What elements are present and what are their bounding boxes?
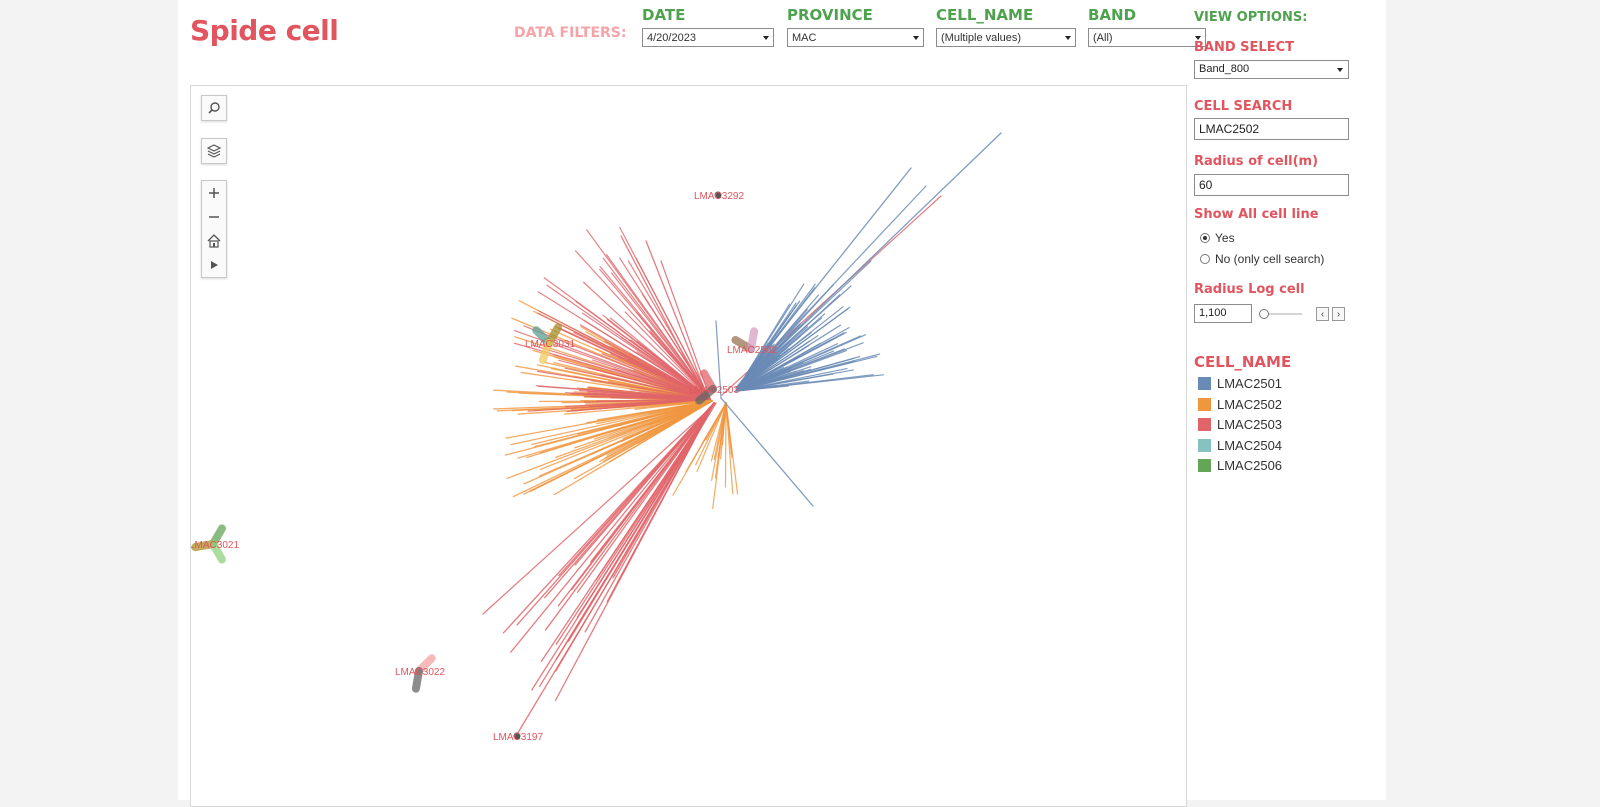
- cell-site-label[interactable]: LMAC3031: [525, 339, 575, 350]
- legend-item-lmac2501[interactable]: LMAC2501: [1198, 376, 1282, 391]
- page-title: Spide cell: [190, 14, 338, 47]
- cell-search-value: LMAC2502: [1199, 122, 1259, 136]
- province-dropdown[interactable]: MAC: [787, 28, 924, 47]
- legend-swatch: [1198, 377, 1211, 390]
- cell-site-label[interactable]: LMAC3292: [694, 191, 744, 202]
- radio-no-only-cell-search[interactable]: No (only cell search): [1200, 252, 1324, 266]
- cell-log-line: [725, 403, 726, 487]
- legend-item-lmac2506[interactable]: LMAC2506: [1198, 458, 1282, 473]
- pan-tool-button[interactable]: [202, 253, 226, 277]
- radius-of-cell-value: 60: [1199, 178, 1212, 192]
- radius-of-cell-label: Radius of cell(m): [1194, 154, 1318, 169]
- province-filter-label: PROVINCE: [787, 6, 924, 26]
- date-filter-label: DATE: [642, 6, 774, 26]
- province-dropdown-value: MAC: [792, 32, 816, 44]
- chevron-left-icon: ‹: [1321, 309, 1324, 320]
- legend-item-lmac2504[interactable]: LMAC2504: [1198, 438, 1282, 453]
- legend-swatch: [1198, 439, 1211, 452]
- legend-label: LMAC2502: [1217, 397, 1282, 412]
- chevron-down-icon: [1337, 68, 1343, 72]
- data-filters-label: DATA FILTERS:: [514, 25, 627, 41]
- radio-yes[interactable]: Yes: [1200, 231, 1235, 245]
- cell-site-label[interactable]: LMAC3197: [493, 732, 543, 743]
- map-search-button[interactable]: [201, 95, 227, 121]
- zoom-in-button[interactable]: [202, 181, 226, 205]
- province-filter: PROVINCE MAC: [787, 6, 924, 47]
- legend-item-lmac2503[interactable]: LMAC2503: [1198, 417, 1282, 432]
- cell-site-label[interactable]: LMAC2503: [689, 385, 739, 396]
- band-select-value: Band_800: [1199, 63, 1249, 75]
- radio-no-indicator[interactable]: [1200, 254, 1210, 264]
- radius-log-cell-value: 1,100: [1199, 307, 1227, 319]
- cell-site-label[interactable]: LMAC2502: [727, 345, 777, 356]
- radio-yes-label: Yes: [1215, 231, 1235, 245]
- layers-icon: [207, 144, 221, 158]
- radio-yes-indicator[interactable]: [1200, 233, 1210, 243]
- map-zoom-controls: [201, 180, 227, 278]
- map-layers-button[interactable]: [201, 138, 227, 164]
- legend-label: LMAC2503: [1217, 417, 1282, 432]
- chevron-down-icon: [1065, 36, 1071, 40]
- zoom-in-icon: [208, 187, 220, 199]
- step-back-button[interactable]: ‹: [1316, 307, 1329, 321]
- map-view[interactable]: LMAC3292 LMAC3031 LMAC2502 LMAC2503 LMAC3021…: [190, 85, 1187, 807]
- dashboard: Spide cell DATA FILTERS: DATE 4/20/2023 …: [178, 0, 1386, 800]
- cell-log-line: [721, 398, 813, 506]
- band-filter: BAND (All): [1088, 6, 1206, 47]
- zoom-out-button[interactable]: [202, 205, 226, 229]
- radius-log-slider-thumb[interactable]: [1259, 309, 1269, 319]
- step-forward-button[interactable]: ›: [1332, 307, 1345, 321]
- radio-no-label: No (only cell search): [1215, 252, 1324, 266]
- cell-site-label[interactable]: LMAC3022: [395, 667, 445, 678]
- legend-swatch: [1198, 418, 1211, 431]
- date-dropdown-value: 4/20/2023: [647, 32, 696, 44]
- cell-search-label: CELL SEARCH: [1194, 99, 1292, 114]
- chevron-down-icon: [913, 36, 919, 40]
- view-options-header: VIEW OPTIONS:: [1194, 10, 1307, 25]
- radius-of-cell-input[interactable]: 60: [1194, 174, 1349, 196]
- legend-swatch: [1198, 459, 1211, 472]
- chevron-right-icon: ›: [1337, 309, 1340, 320]
- legend-label: LMAC2504: [1217, 438, 1282, 453]
- band-select-dropdown[interactable]: Band_800: [1194, 60, 1349, 79]
- band-dropdown[interactable]: (All): [1088, 28, 1206, 47]
- legend-swatch: [1198, 398, 1211, 411]
- band-filter-label: BAND: [1088, 6, 1206, 26]
- cell-name-filter-label: CELL_NAME: [936, 6, 1076, 26]
- cell-name-dropdown[interactable]: (Multiple values): [936, 28, 1076, 47]
- pan-arrow-icon: [209, 260, 219, 270]
- legend-label: LMAC2501: [1217, 376, 1282, 391]
- radius-log-cell-label: Radius Log cell: [1194, 282, 1305, 297]
- band-dropdown-value: (All): [1093, 32, 1113, 44]
- cell-name-filter: CELL_NAME (Multiple values): [936, 6, 1076, 47]
- legend-item-lmac2502[interactable]: LMAC2502: [1198, 397, 1282, 412]
- cell-name-dropdown-value: (Multiple values): [941, 32, 1021, 44]
- legend-label: LMAC2506: [1217, 458, 1282, 473]
- cell-log-line: [736, 186, 926, 388]
- spider-map-canvas[interactable]: LMAC3292 LMAC3031 LMAC2502 LMAC2503 LMAC3021…: [191, 86, 1186, 806]
- radius-log-cell-input[interactable]: 1,100: [1194, 304, 1252, 323]
- cell-search-input[interactable]: LMAC2502: [1194, 118, 1349, 140]
- band-select-label: BAND SELECT: [1194, 40, 1294, 55]
- date-filter: DATE 4/20/2023: [642, 6, 774, 47]
- search-icon: [207, 101, 221, 115]
- chevron-down-icon: [763, 36, 769, 40]
- show-all-cell-line-label: Show All cell line: [1194, 207, 1319, 222]
- home-icon: [207, 234, 221, 248]
- cell-site-label[interactable]: LMAC3021: [191, 540, 239, 551]
- home-button[interactable]: [202, 229, 226, 253]
- zoom-out-icon: [208, 211, 220, 223]
- legend-title: CELL_NAME: [1194, 353, 1291, 371]
- date-dropdown[interactable]: 4/20/2023: [642, 28, 774, 47]
